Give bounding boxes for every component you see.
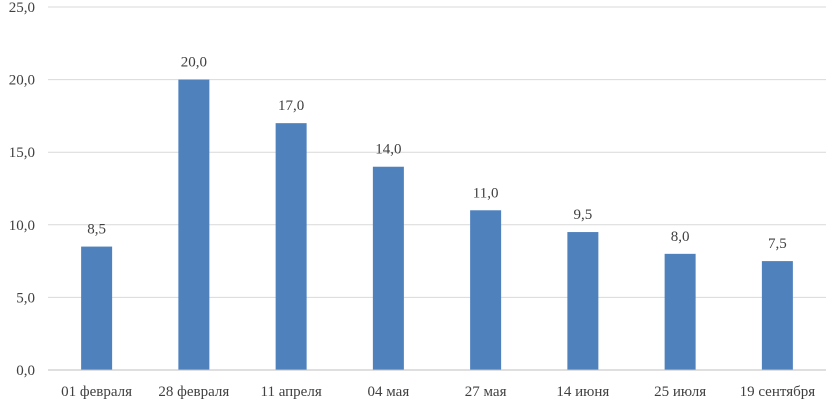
x-category-label: 28 февраля	[158, 384, 229, 400]
bar	[81, 246, 113, 370]
data-label: 14,0	[375, 142, 401, 158]
x-category-label: 11 апреля	[261, 384, 322, 400]
data-label: 17,0	[278, 98, 304, 114]
bars	[81, 79, 793, 370]
x-category-label: 19 сентября	[740, 384, 816, 400]
data-label: 8,5	[87, 222, 106, 238]
y-axis-tick-labels: 0,0 5,0 10,0 15,0 20,0 25,0	[9, 0, 35, 379]
y-tick-label: 15,0	[9, 145, 35, 161]
y-tick-label: 10,0	[9, 218, 35, 234]
y-tick-label: 25,0	[9, 0, 35, 16]
data-label: 7,5	[768, 236, 787, 252]
bar	[567, 232, 599, 370]
bar	[761, 261, 793, 370]
bar	[664, 253, 696, 370]
data-label: 9,5	[574, 207, 593, 223]
data-label: 11,0	[473, 185, 499, 201]
data-labels: 8,5 20,0 17,0 14,0 11,0 9,5 8,0 7,5	[87, 55, 787, 253]
bar	[470, 210, 502, 370]
x-category-label: 27 мая	[465, 384, 507, 400]
y-tick-label: 0,0	[16, 363, 35, 379]
bar	[275, 123, 307, 370]
data-label: 8,0	[671, 229, 690, 245]
y-tick-label: 5,0	[16, 290, 35, 306]
x-category-label: 01 февраля	[61, 384, 132, 400]
data-label: 20,0	[181, 55, 207, 71]
bar	[178, 79, 210, 370]
gridlines	[48, 6, 826, 298]
x-category-label: 25 июля	[654, 384, 706, 400]
x-category-label: 14 июня	[556, 384, 609, 400]
x-category-label: 04 мая	[368, 384, 410, 400]
y-tick-label: 20,0	[9, 73, 35, 89]
bar	[372, 166, 404, 370]
x-axis-category-labels: 01 февраля 28 февраля 11 апреля 04 мая 27 ма…	[61, 384, 815, 400]
